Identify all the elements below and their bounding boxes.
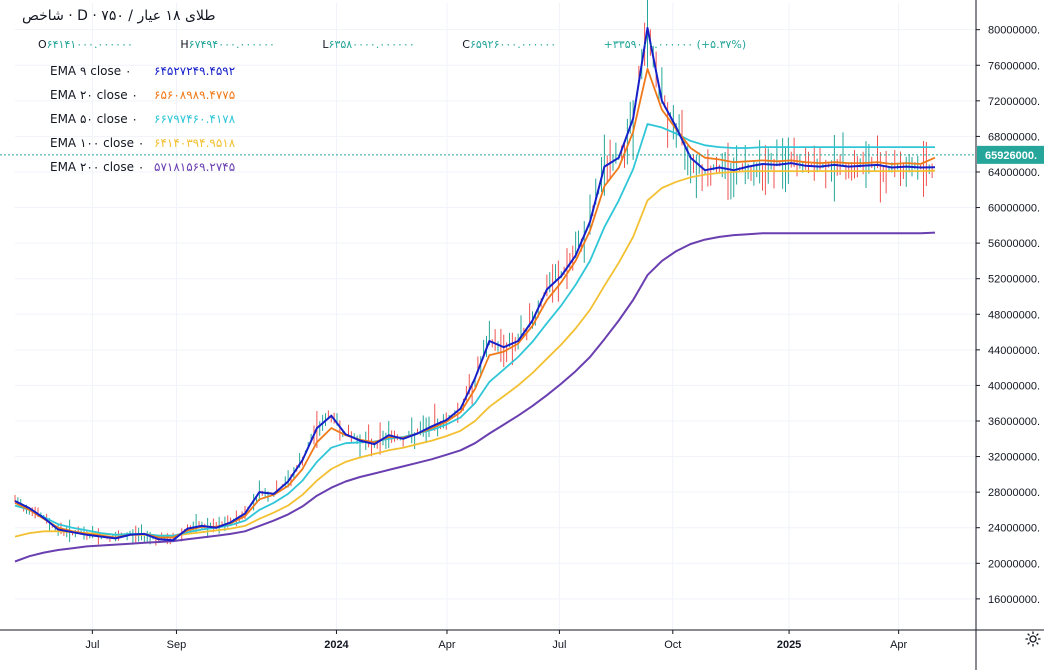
last-price-tag: 65926000. xyxy=(977,145,1044,164)
y-axis-labels: 16000000. 20000000. 24000000. 28000000. 3200… xyxy=(988,25,1040,606)
x-tick-label: Sep xyxy=(167,639,187,651)
settings-gear-icon[interactable] xyxy=(1024,630,1042,648)
y-tick-label: 36000000. xyxy=(988,416,1040,428)
y-tick-label: 20000000. xyxy=(988,558,1040,570)
y-tick-label: 60000000. xyxy=(988,203,1040,215)
y-tick-label: 80000000. xyxy=(988,25,1040,37)
x-tick-label: Jul xyxy=(85,639,99,651)
series-line-ema-200 xyxy=(14,231,936,563)
series-line-ema-100 xyxy=(14,169,936,538)
series-line-ema-20 xyxy=(14,67,936,539)
y-tick-label: 64000000. xyxy=(988,167,1040,179)
series-line-ema-50 xyxy=(14,123,935,537)
y-tick-label: 32000000. xyxy=(988,452,1040,464)
x-tick-label: Apr xyxy=(890,639,907,651)
y-tick-label: 40000000. xyxy=(988,380,1040,392)
y-tick-label: 28000000. xyxy=(988,487,1040,499)
x-tick-label: Oct xyxy=(664,639,681,651)
grid xyxy=(15,3,976,630)
y-tick-label: 52000000. xyxy=(988,274,1040,286)
x-tick-label: Apr xyxy=(438,639,455,651)
last-price-tag-label: 65926000. xyxy=(985,150,1037,162)
candles xyxy=(14,0,933,546)
y-tick-label: 56000000. xyxy=(988,238,1040,250)
y-tick-label: 24000000. xyxy=(988,523,1040,535)
x-tick-label: 2024 xyxy=(324,639,349,651)
y-tick-label: 68000000. xyxy=(988,131,1040,143)
x-tick-label: 2025 xyxy=(777,639,801,651)
ema-lines xyxy=(14,26,936,563)
x-axis-labels: Jul Sep 2024 Apr Jul Oct 2025 Apr xyxy=(85,639,907,651)
x-tick-label: Jul xyxy=(552,639,566,651)
y-tick-label: 72000000. xyxy=(988,96,1040,108)
y-tick-label: 48000000. xyxy=(988,309,1040,321)
y-tick-label: 44000000. xyxy=(988,345,1040,357)
series-line-ema-9 xyxy=(14,26,936,542)
last-price-tag-bg xyxy=(977,145,1044,164)
y-tick-label: 76000000. xyxy=(988,60,1040,72)
y-tick-label: 16000000. xyxy=(988,594,1040,606)
